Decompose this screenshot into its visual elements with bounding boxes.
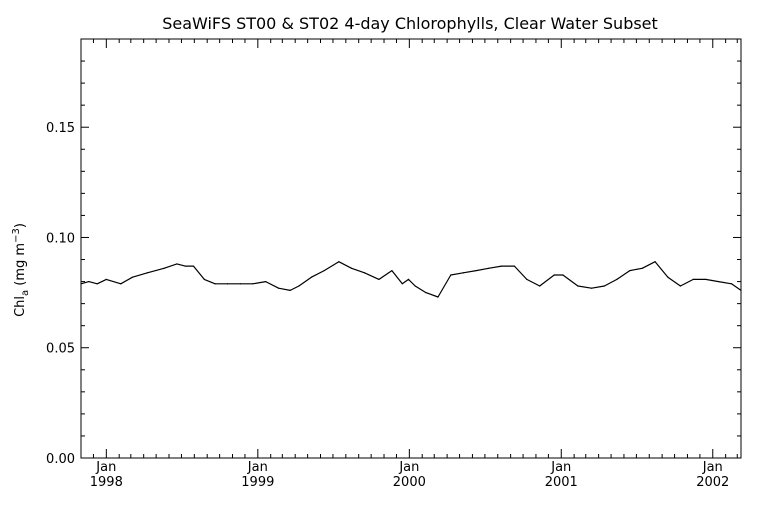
- x-tick-year-label: 1998: [90, 475, 123, 490]
- data-point: [730, 283, 733, 285]
- data-point: [401, 283, 403, 285]
- data-point: [553, 274, 555, 276]
- data-point: [603, 285, 606, 287]
- x-tick-month-label: Jan: [95, 460, 116, 475]
- data-point: [203, 278, 205, 280]
- series-line: [80, 261, 742, 298]
- data-point: [526, 278, 528, 280]
- data-point: [88, 280, 90, 283]
- data-point: [740, 289, 742, 291]
- y-axis-label: Chla (mg m−3): [11, 223, 31, 317]
- data-point: [96, 283, 98, 285]
- x-tick-month-label: Jan: [550, 460, 571, 475]
- data-point: [437, 296, 439, 298]
- data-point: [289, 289, 291, 291]
- data-point: [277, 287, 280, 289]
- data-point: [629, 269, 631, 272]
- y-axis: 0.00 0.05 0.10 0.15: [46, 38, 741, 467]
- data-point: [391, 269, 393, 272]
- data-point: [214, 283, 216, 285]
- data-point: [338, 261, 340, 263]
- data-point: [590, 287, 593, 289]
- data-point: [450, 274, 452, 276]
- data-point: [425, 292, 427, 294]
- x-tick-month-label: Jan: [702, 460, 723, 475]
- data-point: [717, 280, 720, 283]
- data-point: [513, 265, 515, 267]
- series-group: [80, 261, 742, 298]
- data-point: [363, 272, 366, 274]
- data-point: [500, 265, 503, 267]
- data-point: [163, 267, 165, 269]
- data-point: [80, 283, 82, 285]
- data-point: [407, 278, 410, 280]
- y-tick-label: 0.10: [46, 231, 75, 246]
- chart-title: SeaWiFS ST00 & ST02 4-day Chlorophylls, …: [162, 14, 658, 33]
- data-point: [705, 278, 707, 280]
- data-point: [184, 265, 186, 267]
- data-point: [310, 276, 312, 278]
- data-point: [667, 276, 669, 278]
- x-tick-year-label: 2001: [545, 475, 578, 490]
- y-tick-label: 0.15: [46, 121, 75, 136]
- data-point: [692, 278, 694, 280]
- y-tick-label: 0.05: [46, 342, 75, 357]
- x-tick-year-label: 2000: [393, 475, 426, 490]
- data-point: [679, 285, 681, 287]
- data-point: [192, 265, 195, 267]
- data-point: [462, 272, 464, 274]
- data-point: [577, 285, 579, 287]
- data-point: [146, 272, 149, 274]
- data-point: [252, 283, 254, 285]
- plot-frame: [80, 38, 742, 459]
- x-tick-year-label: 1999: [241, 475, 274, 490]
- data-point: [351, 267, 353, 269]
- data-point: [239, 283, 241, 285]
- data-point: [120, 283, 122, 285]
- data-point: [265, 280, 267, 283]
- x-tick-month-label: Jan: [247, 460, 268, 475]
- data-point: [323, 269, 325, 272]
- data-point: [378, 278, 380, 280]
- data-point: [105, 278, 107, 280]
- data-point: [654, 261, 656, 263]
- y-tick-label: 0.00: [46, 452, 75, 467]
- data-point: [616, 278, 618, 280]
- data-point: [475, 269, 477, 272]
- data-point: [488, 267, 490, 269]
- data-point: [414, 285, 416, 287]
- data-point: [176, 263, 178, 265]
- x-tick-month-label: Jan: [398, 460, 419, 475]
- data-point: [539, 285, 541, 287]
- data-point: [298, 285, 300, 287]
- data-point: [641, 267, 643, 269]
- data-point: [226, 283, 229, 285]
- x-tick-year-label: 2002: [696, 475, 729, 490]
- data-point: [131, 276, 134, 278]
- data-point: [562, 274, 564, 276]
